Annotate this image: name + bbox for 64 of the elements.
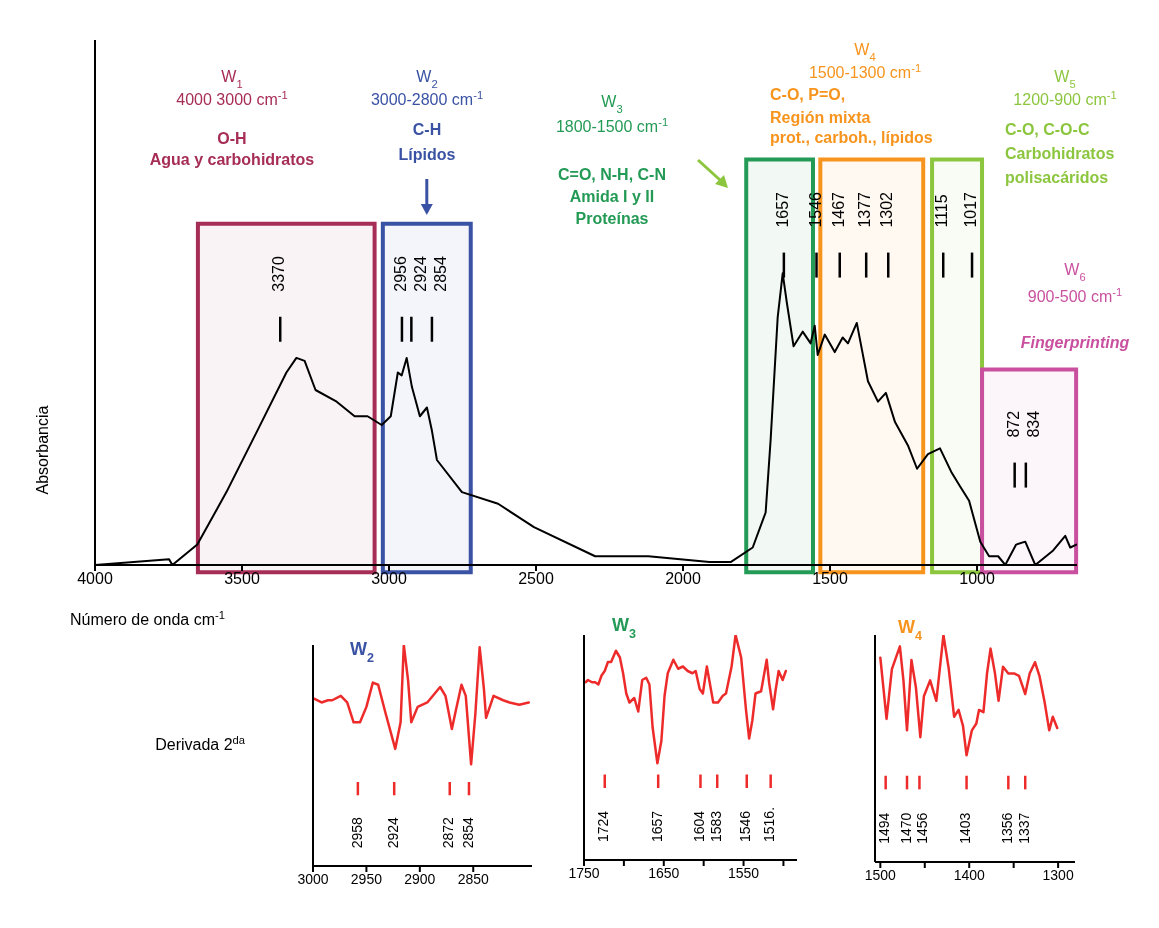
x-tick-label: 4000 xyxy=(77,570,113,588)
annotation: 1456 xyxy=(913,812,930,844)
text: C-O, P=O, Región mixta prot., carboh., lípidos xyxy=(770,86,933,146)
band-label: W$_{3}$ 1800-1500 cm$^{-1}$ xyxy=(555,93,669,135)
x-tick-label: 3000 xyxy=(371,570,407,588)
annotation: 2872 xyxy=(440,816,457,849)
chart-title: W$_{2}$ xyxy=(350,639,375,665)
annotation: 2924 xyxy=(384,816,401,849)
text: 1115 xyxy=(933,194,951,228)
annotation: 1494 xyxy=(876,812,893,844)
text: 1467 xyxy=(829,191,847,228)
text: 1302 xyxy=(878,191,896,228)
x-tick-label: 1400 xyxy=(953,866,985,883)
x-tick-label: 1500 xyxy=(864,866,897,883)
band-label: W$_{2}$ 3000-2800 cm$^{-1}$ xyxy=(370,68,484,108)
chart-title: W$_{4}$ xyxy=(898,617,923,643)
annotation: 3370 xyxy=(270,256,288,292)
band-label: W$_{1}$ 4000 3000 cm$^{-1}$ xyxy=(176,68,288,108)
text: 1017 xyxy=(962,191,980,228)
x-tick-label: 2850 xyxy=(457,870,490,887)
x-tick-label: 2950 xyxy=(350,870,383,887)
x-tick-label: 2500 xyxy=(518,570,554,588)
chart-title: W$_{3}$ xyxy=(612,615,637,641)
annotation: 1356 xyxy=(999,812,1016,844)
x-tick-label: 3500 xyxy=(224,570,260,588)
x-tick-label: 2900 xyxy=(404,870,436,887)
text: 1657 xyxy=(774,191,792,228)
annotation: 2924 xyxy=(412,256,430,292)
annotation: 834 xyxy=(1024,410,1042,438)
x-tick-label: 1750 xyxy=(568,864,600,881)
text: 1377 xyxy=(856,191,874,228)
annotation: 1546 xyxy=(737,810,754,842)
x-tick-label: 1000 xyxy=(959,570,995,588)
annotation: 1724 xyxy=(595,810,612,842)
annotation: 2958 xyxy=(348,816,365,849)
text: C=O, N-H, C-N Amida I y II Proteínas xyxy=(558,166,666,227)
annotation: 2854 xyxy=(459,816,476,849)
x-tick-label: 1650 xyxy=(648,864,680,881)
annotation: 1516. xyxy=(761,806,778,842)
band-label: W$_{5}$ 1200-900 cm$^{-1}$ xyxy=(1013,68,1117,108)
text: C-H Lípidos xyxy=(398,121,456,163)
y-axis-title: Absorbancia xyxy=(34,405,51,495)
x-tick-label: 2000 xyxy=(665,570,701,588)
y-axis-title: Derivada 2$^{da}$ xyxy=(155,734,246,753)
annotation: 1337 xyxy=(1015,812,1032,844)
annotation: Fingerprinting xyxy=(1020,334,1130,351)
text: 1546 xyxy=(806,191,824,228)
band-label: W$_{4}$ 1500-1300 cm$^{-1}$ xyxy=(808,41,922,81)
annotation: 2956 xyxy=(392,256,410,292)
annotation: 2854 xyxy=(432,256,450,292)
annotation: 1403 xyxy=(957,812,974,844)
annotation: 872 xyxy=(1004,410,1022,438)
text: O-H Agua y carbohidratos xyxy=(149,130,315,168)
annotation: 1657 xyxy=(648,810,665,842)
x-axis-title: Número de onda cm$^{-1}$ xyxy=(70,609,225,628)
annotation: 1583 xyxy=(707,810,724,842)
text: C-O, C-O-C Carbohidratos polisacáridos xyxy=(1005,121,1115,186)
x-tick-label: 1300 xyxy=(1042,866,1074,883)
annotation: 1604 xyxy=(691,810,708,842)
x-tick-label: 3000 xyxy=(297,870,329,887)
annotation: 1470 xyxy=(897,812,914,844)
x-tick-label: 1550 xyxy=(727,864,760,881)
band-label: W$_{6}$ 900-500 cm$^{-1}$ xyxy=(1027,261,1123,305)
x-tick-label: 1500 xyxy=(812,570,848,588)
